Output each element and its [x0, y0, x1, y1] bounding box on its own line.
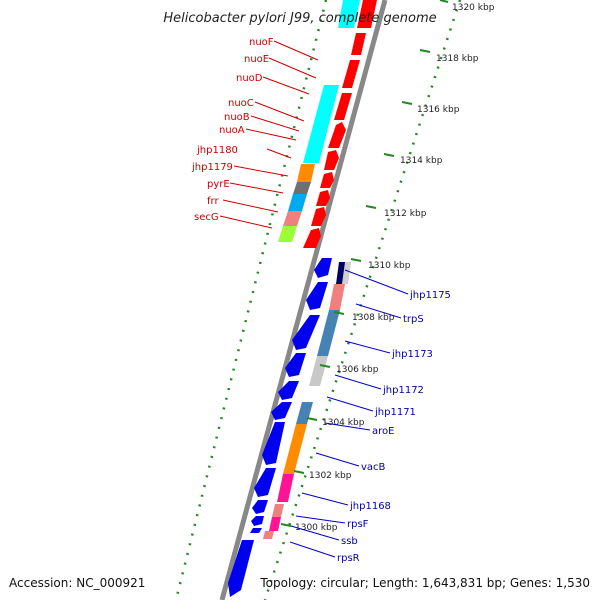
gene-label[interactable]: nuoB — [224, 112, 250, 123]
reverse-strand-genes — [228, 258, 351, 597]
gene-label[interactable]: jhp1175 — [409, 290, 451, 301]
scale: 1300 kbp 1302 kbp 1304 kbp 1306 kbp 1308… — [280, 0, 495, 533]
gene-arrow-rev-12[interactable] — [228, 540, 254, 597]
gene-block-magenta-2[interactable] — [269, 517, 281, 531]
tick-mark — [350, 258, 362, 262]
gene-label[interactable]: jhp1179 — [191, 162, 233, 173]
gene-block-gray[interactable] — [293, 182, 311, 194]
gene-arrow-fwd-2[interactable] — [351, 33, 366, 55]
gene-block-salmon[interactable] — [272, 504, 284, 517]
gene-arrow-rev-3[interactable] — [292, 315, 320, 350]
left-gene-labels — [219, 40, 319, 229]
tick-label: 1300 kbp — [295, 523, 338, 533]
gene-arrow-rev-5[interactable] — [278, 381, 299, 400]
gene-arrow-fwd-6[interactable] — [324, 150, 339, 170]
gene-arrow-fwd-5[interactable] — [328, 122, 346, 148]
tick-label: 1312 kbp — [384, 209, 427, 219]
tick-mark — [365, 205, 377, 209]
gene-label[interactable]: nuoA — [219, 125, 245, 136]
gene-arrow-rev-10[interactable] — [251, 516, 264, 526]
gene-label[interactable]: trpS — [403, 314, 424, 325]
gene-block-pink-1[interactable] — [283, 211, 302, 226]
gene-block-lightgray-2[interactable] — [309, 356, 328, 386]
gene-label[interactable]: rpsF — [347, 519, 369, 530]
topology-text: Topology: circular; Length: 1,643,831 bp… — [259, 576, 590, 590]
tick-label: 1304 kbp — [322, 418, 365, 428]
gene-label[interactable]: nuoC — [228, 98, 254, 109]
genome-backbone — [219, 0, 388, 600]
tick-label: 1306 kbp — [336, 365, 379, 375]
gene-block-magenta-1[interactable] — [277, 474, 294, 502]
gene-label[interactable]: ssb — [341, 536, 358, 547]
gene-label[interactable]: nuoF — [249, 37, 274, 48]
right-gene-labels — [289, 269, 409, 558]
gene-label[interactable]: pyrE — [207, 179, 230, 190]
left-gene-label-texts: nuoF nuoE nuoD nuoC nuoB nuoA jhp1180 jh… — [191, 37, 274, 223]
gene-arrow-fwd-1[interactable] — [357, 0, 377, 28]
tick-mark — [439, 0, 449, 3]
tick-mark — [333, 311, 345, 315]
gene-arrow-rev-1[interactable] — [314, 258, 332, 278]
gene-arrow-rev-11[interactable] — [250, 528, 262, 533]
right-gene-label-texts: jhp1175 trpS jhp1173 jhp1172 jhp1171 aro… — [337, 290, 451, 564]
tick-label: 1308 kbp — [352, 313, 395, 323]
gene-arrow-fwd-3[interactable] — [342, 60, 360, 88]
gene-block-pink-3[interactable] — [263, 531, 274, 539]
gene-block-cyan-2[interactable] — [303, 85, 339, 163]
gene-label[interactable]: jhp1172 — [382, 385, 424, 396]
gene-block-skyblue[interactable] — [288, 194, 307, 211]
gene-block-cyan-1[interactable] — [338, 0, 360, 28]
tick-mark — [419, 49, 431, 53]
gene-label[interactable]: vacB — [361, 462, 386, 473]
gene-block-pink-2[interactable] — [329, 284, 345, 310]
gene-block-steelblue-1[interactable] — [317, 310, 340, 356]
gene-label[interactable]: aroE — [372, 426, 394, 437]
gene-arrow-rev-6[interactable] — [271, 402, 292, 420]
gene-arrow-fwd-9[interactable] — [311, 207, 326, 226]
tick-label: 1314 kbp — [400, 156, 443, 166]
gene-block-orange[interactable] — [297, 164, 315, 182]
gene-arrow-rev-8[interactable] — [254, 468, 276, 497]
gene-arrow-rev-9[interactable] — [252, 500, 268, 514]
gene-arrow-fwd-10[interactable] — [303, 228, 321, 248]
gene-label[interactable]: frr — [207, 196, 219, 207]
gene-label[interactable]: jhp1173 — [391, 349, 433, 360]
gene-label[interactable]: jhp1171 — [374, 407, 416, 418]
gene-block-lime[interactable] — [278, 226, 297, 242]
gene-label[interactable]: rpsR — [337, 553, 360, 564]
tick-label: 1318 kbp — [436, 54, 479, 64]
gene-arrow-rev-2[interactable] — [306, 282, 328, 310]
tick-label: 1302 kbp — [309, 471, 352, 481]
gene-block-orange-2[interactable] — [283, 424, 307, 474]
gene-arrow-rev-4[interactable] — [285, 353, 306, 377]
tick-label: 1316 kbp — [417, 105, 460, 115]
map-title: Helicobacter pylori J99, complete genome — [163, 11, 436, 26]
tick-mark — [401, 101, 413, 105]
gene-block-lightgray-1[interactable] — [342, 262, 351, 284]
tick-mark — [280, 523, 292, 527]
tick-mark — [293, 470, 305, 474]
tick-mark — [383, 153, 395, 157]
gene-label[interactable]: jhp1168 — [349, 501, 391, 512]
forward-strand-genes — [278, 0, 377, 248]
tick-label: 1320 kbp — [452, 3, 495, 13]
gene-label[interactable]: nuoD — [236, 73, 263, 84]
tick-mark — [319, 364, 331, 368]
gene-label[interactable]: nuoE — [244, 54, 269, 65]
tick-mark — [306, 417, 318, 421]
accession-text: Accession: NC_000921 — [9, 576, 145, 590]
gene-block-steelblue-2[interactable] — [296, 402, 313, 424]
gene-arrow-rev-7[interactable] — [262, 422, 285, 465]
gene-arrow-fwd-4[interactable] — [334, 93, 352, 120]
gene-arrow-fwd-8[interactable] — [316, 190, 330, 206]
tick-label: 1310 kbp — [368, 261, 411, 271]
gene-arrow-fwd-7[interactable] — [320, 172, 334, 188]
gene-label[interactable]: secG — [194, 212, 219, 223]
gene-label[interactable]: jhp1180 — [196, 145, 238, 156]
